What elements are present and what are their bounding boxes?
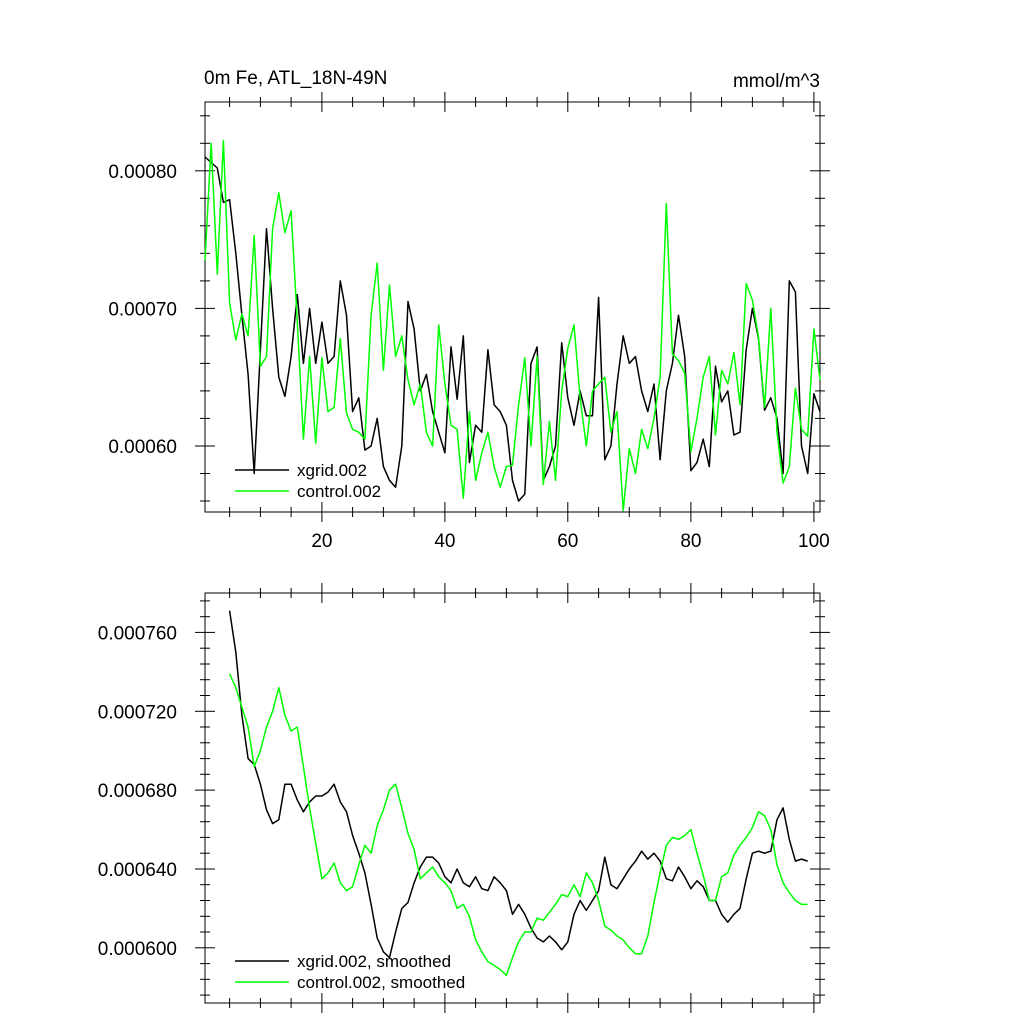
- y-tick-label: 0.000640: [98, 860, 177, 881]
- x-tick-label: 60: [557, 531, 578, 552]
- plot-frame: [204, 101, 821, 513]
- x-tick-label: 20: [311, 531, 332, 552]
- legend-label-control: control.002: [297, 482, 381, 501]
- x-tick-label: 100: [798, 531, 830, 552]
- y-tick-label: 0.00080: [108, 162, 177, 183]
- y-tick-label: 0.00070: [108, 299, 177, 320]
- axis-ticks: 0.000600 0.000640 0.000680 0.000720 0.000760: [98, 583, 830, 1013]
- y-tick-label: 0.000720: [98, 702, 177, 723]
- legend-label-xgrid: xgrid.002: [297, 461, 367, 480]
- x-tick-label: 40: [434, 531, 455, 552]
- legend-label-control-smoothed: control.002, smoothed: [297, 973, 465, 992]
- series-lines: [204, 139, 821, 512]
- chart-title: 0m Fe, ATL_18N-49N: [204, 68, 387, 89]
- y-tick-label: 0.000680: [98, 781, 177, 802]
- series-line-control: [204, 139, 821, 512]
- y-tick-label: 0.00060: [108, 437, 177, 458]
- x-tick-label: 80: [680, 531, 701, 552]
- y-tick-label: 0.000760: [98, 623, 177, 644]
- chart-panel-smoothed: 0.000600 0.000640 0.000680 0.000720 0.000760…: [98, 583, 830, 1013]
- legend: xgrid.002 control.002: [235, 461, 381, 501]
- series-line-control: [228, 673, 808, 977]
- axis-ticks: 20 40 60 80 100 0.00060 0.00070 0.00080: [108, 92, 830, 552]
- legend: xgrid.002, smoothed control.002, smoothe…: [235, 952, 465, 992]
- units-label: mmol/m^3: [733, 71, 820, 92]
- series-line-xgrid: [204, 156, 821, 502]
- plot-frame: [204, 592, 821, 1004]
- legend-label-xgrid-smoothed: xgrid.002, smoothed: [297, 952, 451, 971]
- series-lines: [228, 610, 808, 977]
- y-tick-label: 0.000600: [98, 939, 177, 960]
- chart-panel-raw: 0m Fe, ATL_18N-49N mmol/m^3 20 40 60 80 100 0…: [108, 68, 830, 552]
